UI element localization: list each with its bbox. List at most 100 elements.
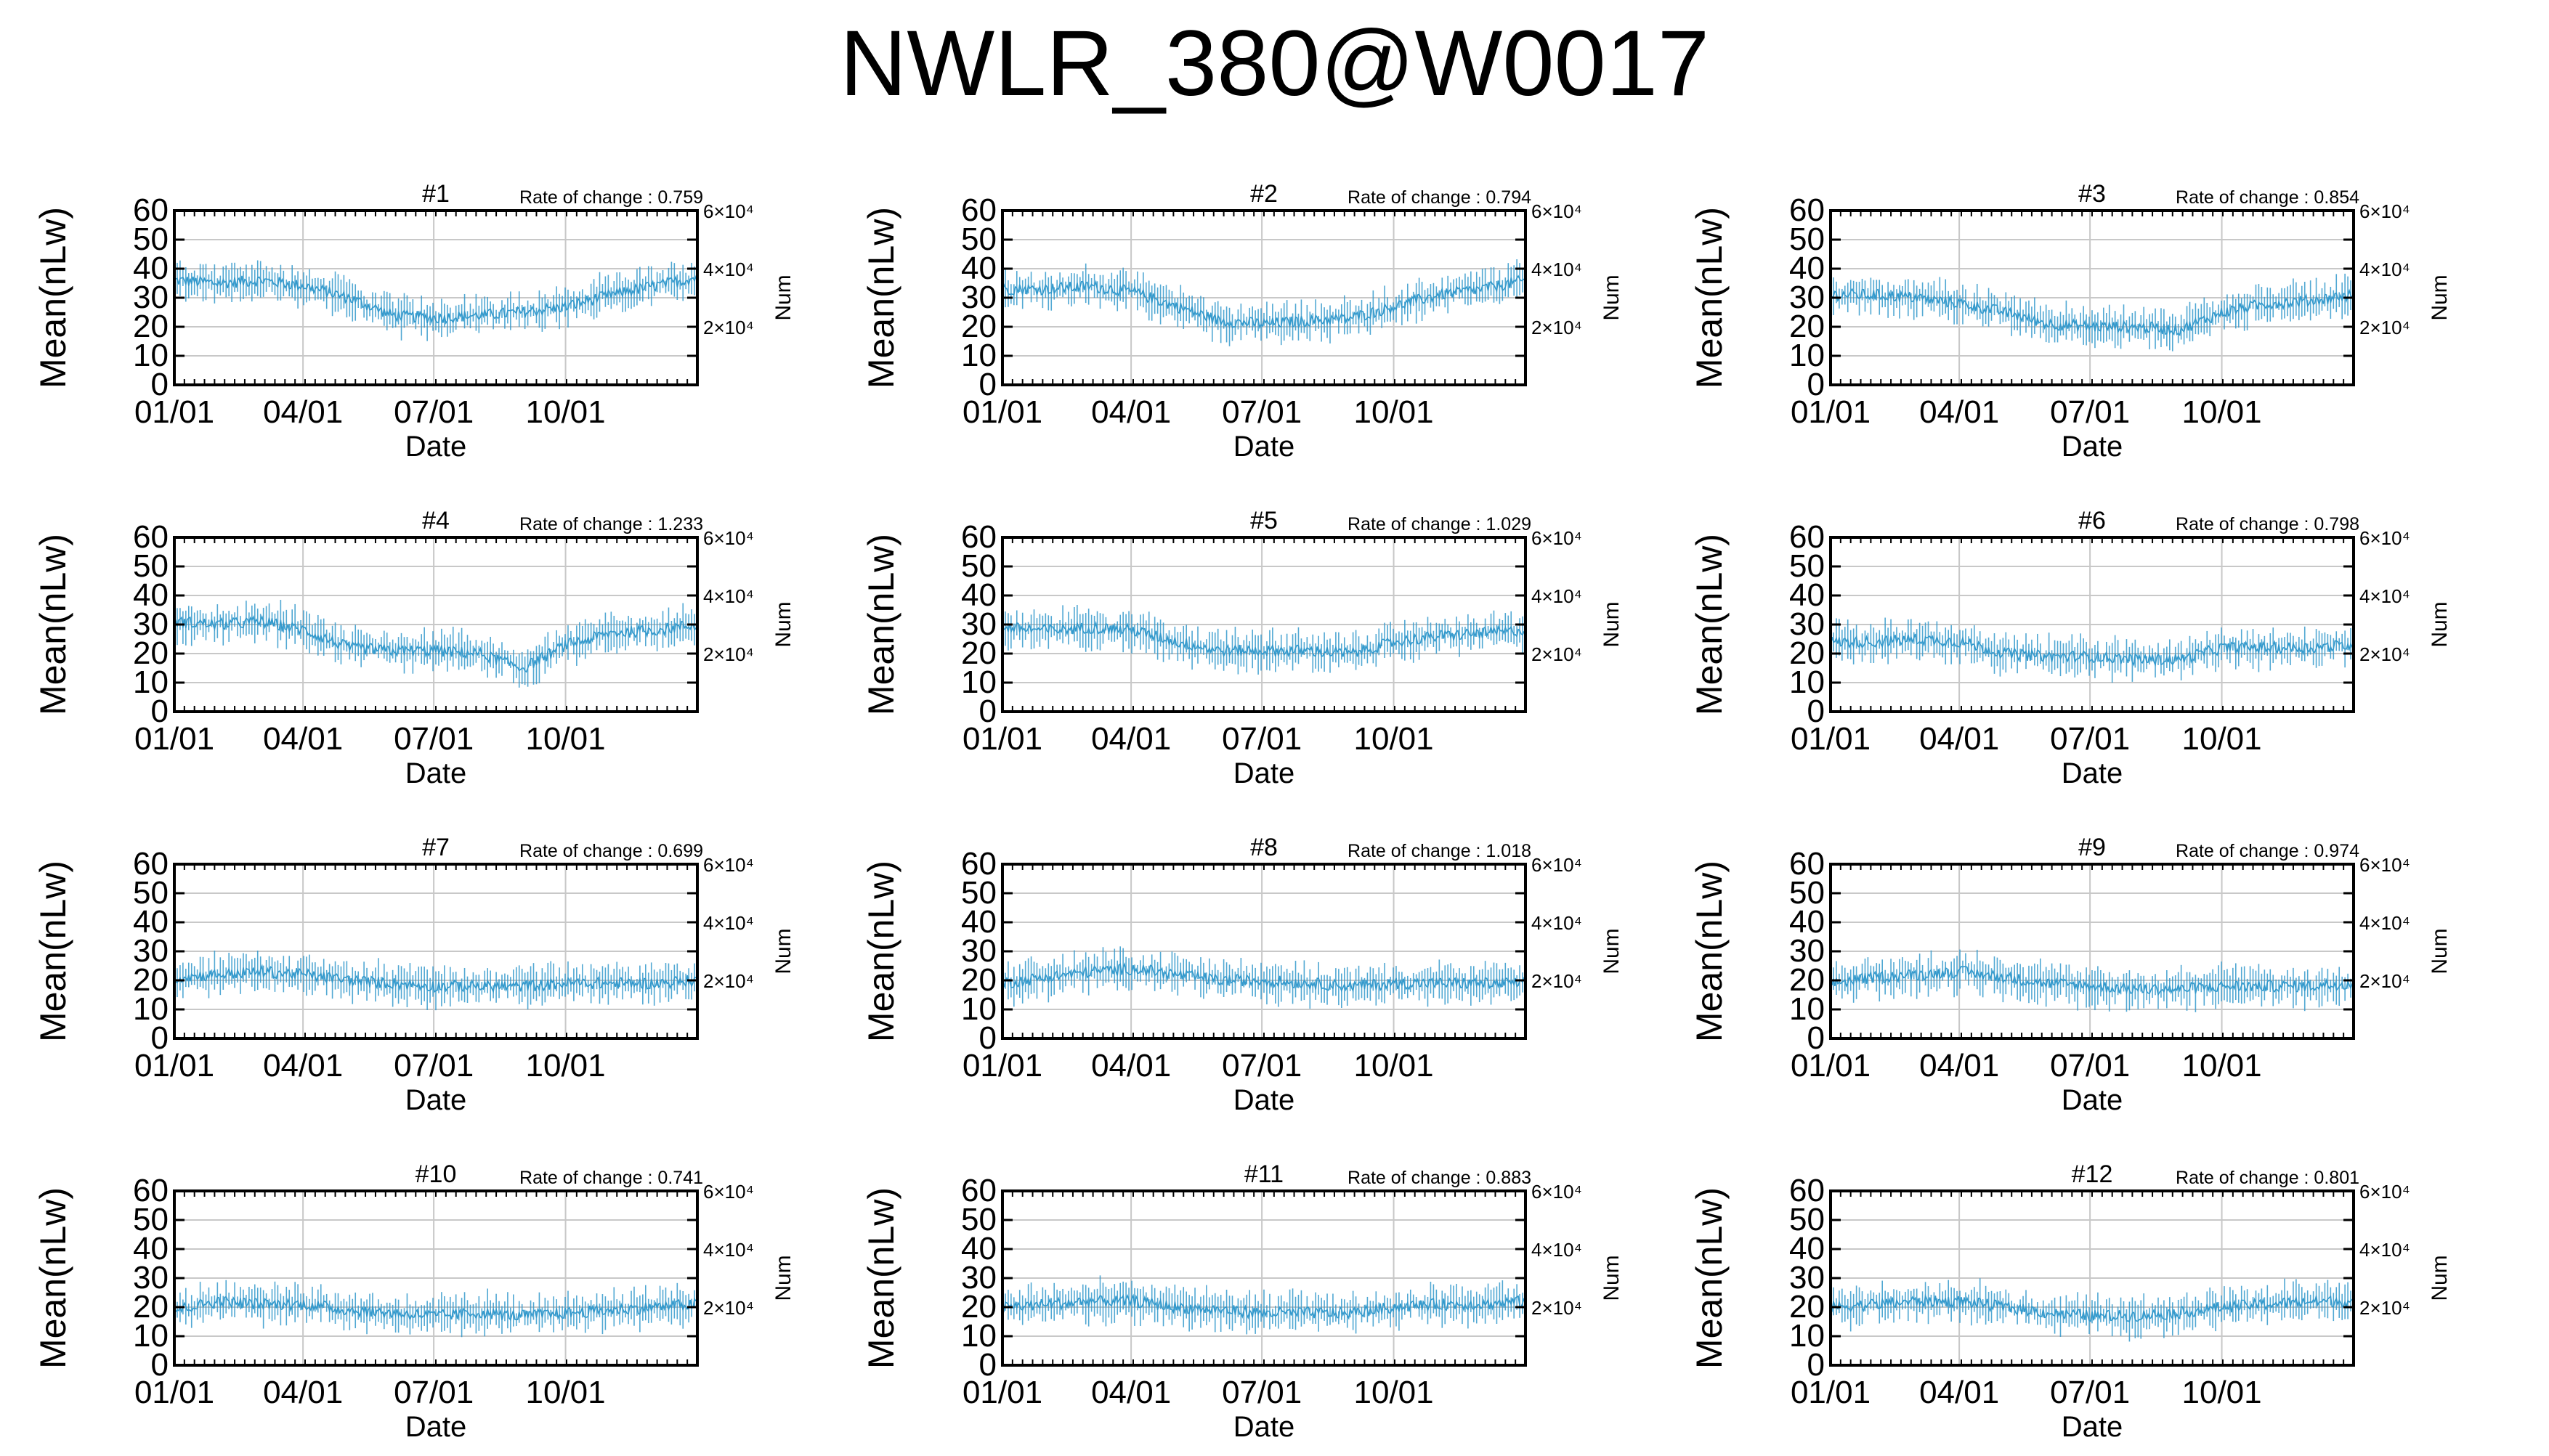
series-line <box>1830 965 2354 997</box>
rate-of-change-label: Rate of change : 1.233 <box>519 514 703 534</box>
y-tick-label: 10 <box>961 991 997 1027</box>
y-tick-label: 50 <box>133 221 169 257</box>
y2-axis-label: Num <box>771 274 795 320</box>
y-tick-label: 50 <box>1789 1202 1825 1237</box>
x-axis-label: Date <box>405 431 467 463</box>
y-tick-label: 30 <box>133 606 169 642</box>
rate-of-change-label: Rate of change : 0.798 <box>2176 514 2359 534</box>
y-axis-label: Mean(nLw) <box>1689 861 1730 1042</box>
y-tick-label: 0 <box>979 367 997 402</box>
y-tick-label: 40 <box>961 577 997 613</box>
x-tick-label: 04/01 <box>1919 1375 1999 1410</box>
y2-tick-label: 6×10⁴ <box>2359 854 2410 876</box>
x-tick-label: 10/01 <box>1354 721 1434 757</box>
y2-tick-label: 4×10⁴ <box>1531 585 1582 607</box>
rate-of-change-label: Rate of change : 0.854 <box>2176 187 2359 208</box>
x-tick-label: 01/01 <box>1791 394 1871 430</box>
x-tick-label: 04/01 <box>1091 1048 1171 1083</box>
y-tick-label: 30 <box>961 280 997 315</box>
y-tick-label: 10 <box>1789 664 1825 700</box>
y-tick-label: 50 <box>133 1202 169 1237</box>
series-line <box>174 614 698 673</box>
y2-tick-label: 2×10⁴ <box>1531 970 1582 992</box>
x-tick-label: 10/01 <box>1354 394 1434 430</box>
y-tick-label: 60 <box>1789 192 1825 228</box>
y-tick-label: 40 <box>1789 251 1825 286</box>
x-tick-label: 07/01 <box>394 721 474 757</box>
y-tick-label: 50 <box>133 875 169 911</box>
x-tick-label: 01/01 <box>134 1048 214 1083</box>
y-tick-label: 40 <box>961 904 997 940</box>
y-tick-label: 20 <box>1789 962 1825 998</box>
series-line <box>174 1296 698 1322</box>
y-axis-label: Mean(nLw) <box>33 534 73 715</box>
chart-title: #8 <box>1250 834 1278 861</box>
y2-tick-label: 2×10⁴ <box>703 1297 754 1319</box>
y2-tick-label: 4×10⁴ <box>703 585 754 607</box>
rate-of-change-label: Rate of change : 0.699 <box>519 841 703 861</box>
series-line <box>174 964 698 994</box>
y2-tick-label: 4×10⁴ <box>2359 912 2410 934</box>
y-tick-label: 20 <box>961 635 997 671</box>
y-tick-label: 60 <box>961 1173 997 1208</box>
y-tick-label: 40 <box>133 1231 169 1266</box>
x-tick-label: 10/01 <box>2182 394 2262 430</box>
x-axis-label: Date <box>1233 1411 1295 1443</box>
y-tick-label: 20 <box>133 309 169 344</box>
y-tick-label: 10 <box>1789 991 1825 1027</box>
y-axis-label: Mean(nLw) <box>33 861 73 1042</box>
x-tick-label: 07/01 <box>1222 1375 1302 1410</box>
y-tick-label: 60 <box>133 1173 169 1208</box>
y-axis-label: Mean(nLw) <box>1689 207 1730 389</box>
y-tick-label: 20 <box>133 1289 169 1325</box>
y2-tick-label: 6×10⁴ <box>703 854 754 876</box>
x-tick-label: 04/01 <box>1091 721 1171 757</box>
y-tick-label: 40 <box>1789 577 1825 613</box>
y2-tick-label: 6×10⁴ <box>703 200 754 222</box>
x-axis-label: Date <box>1233 431 1295 463</box>
x-tick-label: 01/01 <box>963 1048 1042 1083</box>
x-tick-label: 07/01 <box>2050 1375 2130 1410</box>
x-axis-label: Date <box>405 1411 467 1443</box>
y-tick-label: 0 <box>151 694 169 729</box>
y2-tick-label: 4×10⁴ <box>1531 912 1582 934</box>
y2-tick-label: 6×10⁴ <box>2359 527 2410 549</box>
y2-tick-label: 6×10⁴ <box>2359 1181 2410 1203</box>
y-tick-label: 0 <box>1807 694 1825 729</box>
y-axis-label: Mean(nLw) <box>861 207 901 389</box>
y-tick-label: 20 <box>961 1289 997 1325</box>
y-tick-label: 60 <box>961 192 997 228</box>
y-tick-label: 60 <box>133 846 169 882</box>
y-tick-label: 50 <box>1789 548 1825 584</box>
chart-title: #12 <box>2072 1160 2113 1188</box>
series-line <box>1830 1293 2354 1323</box>
y-tick-label: 0 <box>979 694 997 729</box>
x-axis-label: Date <box>2062 431 2123 463</box>
x-tick-label: 10/01 <box>2182 1375 2262 1410</box>
x-axis-label: Date <box>2062 1084 2123 1116</box>
y2-tick-label: 4×10⁴ <box>703 259 754 280</box>
x-tick-label: 01/01 <box>1791 1375 1871 1410</box>
y-tick-label: 60 <box>133 519 169 555</box>
chart-title: #9 <box>2078 834 2106 861</box>
x-tick-label: 10/01 <box>526 721 606 757</box>
x-axis-label: Date <box>405 757 467 789</box>
chart-title: #5 <box>1250 507 1278 534</box>
y-tick-label: 20 <box>961 309 997 344</box>
y-tick-label: 40 <box>961 251 997 286</box>
y-tick-label: 60 <box>133 192 169 228</box>
y-tick-label: 20 <box>133 635 169 671</box>
y2-tick-label: 4×10⁴ <box>1531 259 1582 280</box>
x-tick-label: 04/01 <box>1091 394 1171 430</box>
y-tick-label: 50 <box>961 875 997 911</box>
x-axis-label: Date <box>405 1084 467 1116</box>
y-tick-label: 60 <box>1789 1173 1825 1208</box>
y2-tick-label: 4×10⁴ <box>1531 1239 1582 1261</box>
y-tick-label: 30 <box>961 1260 997 1296</box>
x-tick-label: 07/01 <box>1222 1048 1302 1083</box>
y-tick-label: 30 <box>961 933 997 969</box>
